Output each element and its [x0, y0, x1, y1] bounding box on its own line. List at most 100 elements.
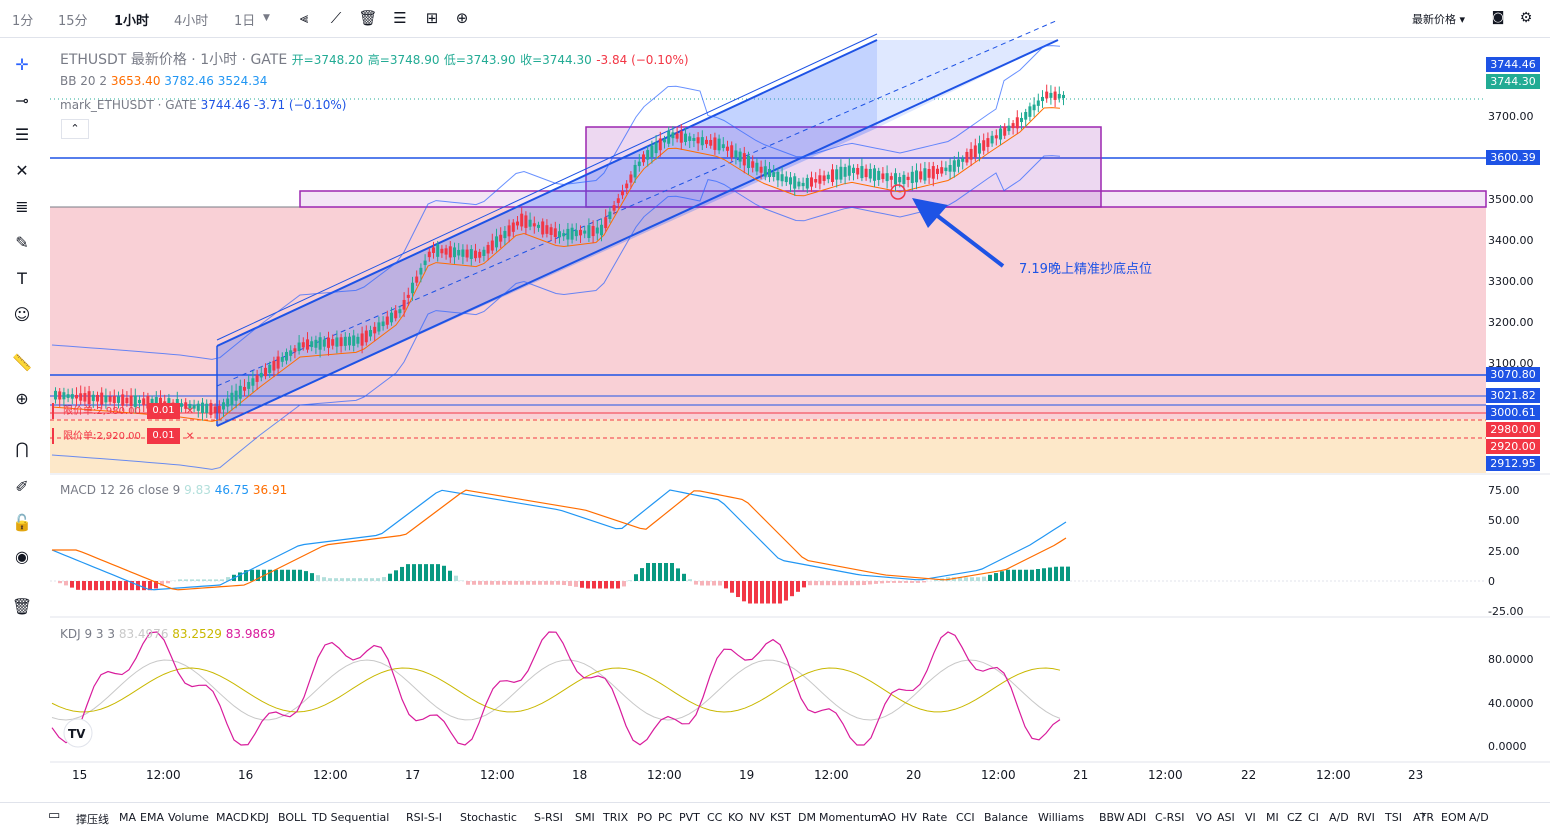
channel-bottom[interactable] [216, 39, 1059, 427]
add-icon[interactable]: ⊕ [455, 9, 469, 27]
indicator-item[interactable]: Rate [922, 811, 948, 824]
candle-body [583, 230, 587, 234]
magnet-icon[interactable]: ⋂ [15, 439, 29, 458]
zoom-icon[interactable]: ⊕ [15, 389, 29, 408]
indicator-item[interactable]: 撑压线 [76, 813, 109, 826]
indicator-item[interactable]: PO [637, 811, 653, 824]
range-box[interactable] [585, 126, 1102, 208]
indicator-item[interactable]: EMA [140, 811, 164, 824]
trash-icon[interactable]: 🗑 [358, 9, 378, 27]
candle-body [406, 294, 410, 298]
list-icon[interactable]: ☰ [393, 9, 407, 27]
price-chart[interactable]: 7.19晚上精准抄底点位 TV [0, 0, 1550, 800]
macd-legend[interactable]: MACD 12 26 close 9 9.83 46.75 36.91 [60, 483, 288, 497]
mark-legend[interactable]: mark_ETHUSDT · GATE 3744.46 -3.71 (−0.10… [60, 98, 347, 112]
timeframe-1m[interactable]: 1分 [12, 14, 34, 29]
indicator-item[interactable]: TRIX [603, 811, 629, 824]
text-icon[interactable]: T [17, 269, 27, 288]
indicator-item[interactable]: SMI [575, 811, 595, 824]
collapse-legend-button[interactable]: ⌃ [61, 119, 89, 139]
indicator-item[interactable]: ASI [1217, 811, 1235, 824]
ruler-icon[interactable]: 📏 [12, 353, 32, 372]
indicator-item[interactable]: KDJ [250, 811, 269, 824]
indicator-item[interactable]: KST [770, 811, 791, 824]
indicator-item[interactable]: Momentum [819, 811, 882, 824]
indicator-item[interactable]: CZ [1287, 811, 1303, 824]
indicator-item[interactable]: CCI [956, 811, 975, 824]
lock-icon[interactable]: 🔓 [12, 513, 32, 532]
indicator-item[interactable]: Volume [168, 811, 209, 824]
pencil-lock-icon[interactable]: ✐ [15, 477, 29, 496]
indicator-item[interactable]: AO [880, 811, 896, 824]
indicator-item[interactable]: MI [1266, 811, 1279, 824]
pattern-icon[interactable]: ✕ [15, 161, 29, 180]
candle-body [503, 230, 507, 239]
indicator-item[interactable]: DM [798, 811, 816, 824]
lines-icon[interactable]: ☰ [14, 125, 30, 144]
indicator-item[interactable]: MACD [216, 811, 249, 824]
indicator-item[interactable]: PVT [679, 811, 700, 824]
annotation-text[interactable]: 7.19晚上精准抄底点位 [1019, 261, 1152, 277]
indicator-item[interactable]: RSI-S-I [406, 811, 443, 824]
indicator-item[interactable]: Williams [1038, 811, 1085, 824]
time-label: 17 [405, 768, 421, 782]
indicator-item[interactable]: VO [1196, 811, 1212, 824]
indicator-item[interactable]: TSI [1385, 811, 1402, 824]
bb-legend[interactable]: BB 20 2 3653.40 3782.46 3524.34 [60, 74, 268, 88]
camera-icon[interactable]: ◙ [1491, 10, 1505, 25]
macd-bar [550, 581, 554, 585]
timeframe-15m[interactable]: 15分 [58, 14, 88, 29]
limit-order-2980[interactable]: 限价单:2,980.00 0.01 ✕ [52, 403, 194, 419]
fib-icon[interactable]: ≣ [15, 197, 29, 216]
indicator-item[interactable]: RVI [1357, 811, 1375, 824]
indicator-item[interactable]: A/D [1469, 811, 1489, 824]
close-icon[interactable]: ✕ [185, 406, 195, 417]
delete-icon[interactable]: 🗑 [11, 597, 33, 616]
limit-order-2920[interactable]: 限价单:2,920.00 0.01 ✕ [52, 428, 194, 444]
indicator-item[interactable]: VI [1245, 811, 1256, 824]
timeframe-1h[interactable]: 1小时 [114, 14, 150, 29]
indicator-item[interactable]: BBW [1099, 811, 1125, 824]
channel-top[interactable] [216, 39, 878, 347]
indicator-item[interactable]: Balance [984, 811, 1028, 824]
indicator-item[interactable]: S-RSI [534, 811, 563, 824]
indicator-item[interactable]: ATR [1413, 811, 1435, 824]
indicator-item[interactable]: EOM [1441, 811, 1467, 824]
price-type-select[interactable]: 最新价格 ▾ [1412, 13, 1466, 26]
candles-icon[interactable]: ⫷ [299, 9, 309, 27]
indicator-item[interactable]: Stochastic [460, 811, 517, 824]
close-icon[interactable]: ✕ [185, 431, 195, 442]
grid-icon[interactable]: ⊞ [425, 9, 439, 27]
indicator-item[interactable]: BOLL [278, 811, 307, 824]
brush-icon[interactable]: ✎ [15, 233, 29, 252]
calendar-icon[interactable]: ▭ [48, 808, 61, 823]
indicator-item[interactable]: NV [749, 811, 765, 824]
indicator-item[interactable]: C-RSI [1155, 811, 1185, 824]
indicator-item[interactable]: TD Sequential [312, 811, 390, 824]
indicator-icon[interactable]: ⟋ [330, 9, 342, 27]
candle-body [217, 405, 221, 413]
candle-body [684, 133, 687, 142]
indicator-item[interactable]: KO [728, 811, 744, 824]
settings-icon[interactable]: ⚙ [1519, 10, 1533, 26]
tradingview-logo[interactable] [63, 718, 93, 748]
indicator-item[interactable]: ADI [1127, 811, 1147, 824]
timeframe-4h[interactable]: 4小时 [174, 14, 209, 29]
indicator-item[interactable]: CC [707, 811, 723, 824]
horizontal-line-icon[interactable]: ⊸ [15, 91, 29, 110]
chevron-down-icon[interactable]: ▼ [263, 13, 270, 23]
candle-body [352, 335, 356, 346]
indicator-item[interactable]: CI [1308, 811, 1319, 824]
eye-icon[interactable]: ◉ [15, 547, 29, 566]
emoji-icon[interactable]: ☺ [13, 305, 31, 324]
chevron-right-icon[interactable]: › [1421, 808, 1427, 823]
indicator-item[interactable]: PC [658, 811, 673, 824]
kdj-legend[interactable]: KDJ 9 3 3 83.4976 83.2529 83.9869 [60, 627, 276, 641]
arrow-head [912, 198, 948, 228]
crosshair-icon[interactable]: ✛ [15, 55, 29, 74]
indicator-item[interactable]: A/D [1329, 811, 1349, 824]
indicator-item[interactable]: MA [119, 811, 137, 824]
symbol-legend[interactable]: ETHUSDT 最新价格 · 1小时 · GATE 开=3748.20 高=37… [60, 49, 689, 69]
indicator-item[interactable]: HV [901, 811, 917, 824]
timeframe-1d[interactable]: 1日 [234, 14, 256, 29]
